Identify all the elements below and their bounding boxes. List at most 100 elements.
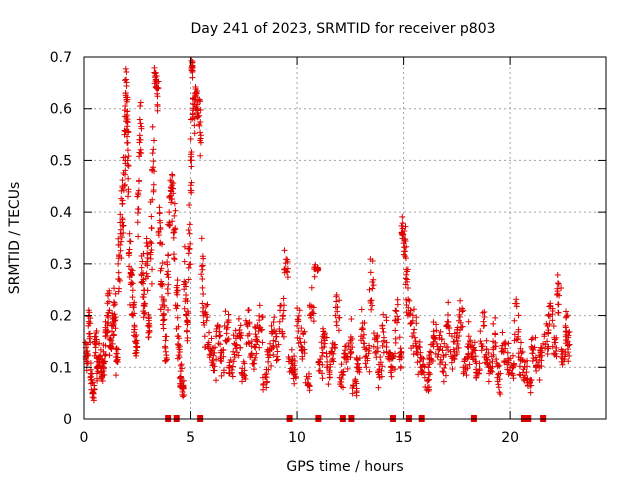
x-axis-label: GPS time / hours	[286, 459, 403, 475]
data-point-jitter	[295, 328, 302, 335]
data-point-jitter	[376, 374, 383, 381]
x-tick-label: 15	[395, 430, 413, 446]
data-point-jitter	[89, 394, 96, 401]
data-point-jitter	[181, 243, 188, 250]
data-point-jitter	[448, 359, 455, 366]
data-point-jitter	[549, 308, 556, 315]
data-point-jitter	[149, 150, 156, 157]
data-point-jitter	[338, 361, 345, 368]
data-point-jitter	[529, 335, 536, 342]
data-point-jitter	[464, 365, 471, 372]
data-point-jitter	[126, 230, 133, 237]
data-point-jitter	[300, 330, 307, 337]
data-point-jitter	[186, 245, 193, 252]
data-point-jitter	[265, 366, 272, 373]
data-point-jitter	[191, 130, 198, 137]
data-point-jitter	[151, 137, 158, 144]
data-point-jitter	[129, 287, 136, 294]
data-point-jitter	[546, 321, 553, 328]
data-point-jitter	[444, 318, 451, 325]
data-point-jitter	[509, 352, 516, 359]
data-point-jitter	[442, 372, 449, 379]
data-point-jitter	[369, 302, 376, 309]
data-point-jitter	[291, 368, 298, 375]
data-point-jitter	[538, 363, 545, 370]
data-point-jitter	[554, 280, 561, 287]
data-point-jitter	[270, 351, 277, 358]
data-point-jitter	[554, 272, 561, 279]
data-point-jitter	[394, 313, 401, 320]
data-point-jitter	[171, 212, 178, 219]
data-point-jitter	[120, 230, 127, 237]
data-point-jitter	[160, 296, 167, 303]
data-point-jitter	[358, 326, 365, 333]
data-point-jitter	[125, 162, 132, 169]
data-point-jitter	[353, 392, 360, 399]
data-point-jitter	[144, 273, 151, 280]
data-point-jitter	[544, 350, 551, 357]
data-point-jitter	[231, 354, 238, 361]
data-point-jitter	[118, 234, 125, 241]
data-point-jitter	[118, 238, 125, 245]
data-point-jitter	[109, 340, 116, 347]
data-point-jitter	[194, 101, 201, 108]
data-point-jitter	[404, 276, 411, 283]
data-point-jitter	[181, 305, 188, 312]
data-point-jitter	[253, 350, 260, 357]
data-point-jitter	[92, 349, 99, 356]
data-point-jitter	[299, 353, 306, 360]
data-point-jitter	[541, 331, 548, 338]
data-point-jitter	[229, 373, 236, 380]
data-point-jitter	[229, 363, 236, 370]
data-point-jitter	[388, 373, 395, 380]
data-point-jitter	[198, 263, 205, 270]
data-point-jitter	[411, 334, 418, 341]
data-point-jitter	[435, 351, 442, 358]
data-point-jitter	[157, 219, 164, 226]
data-point-jitter	[117, 211, 124, 218]
data-point-jitter	[122, 65, 129, 72]
data-point-jitter	[280, 307, 287, 314]
data-point-jitter	[430, 328, 437, 335]
data-point-jitter	[163, 333, 170, 340]
data-point-jitter	[456, 311, 463, 318]
data-point-jitter	[264, 378, 271, 385]
data-point-jitter	[440, 378, 447, 385]
data-point-jitter	[118, 254, 125, 261]
data-point-jitter	[323, 353, 330, 360]
y-tick-label: 0	[63, 412, 72, 428]
data-point-jitter	[173, 284, 180, 291]
data-point-jitter	[453, 334, 460, 341]
data-point-jitter	[495, 371, 502, 378]
data-point-jitter	[259, 314, 266, 321]
data-point-jitter	[518, 349, 525, 356]
data-point-jitter	[354, 360, 361, 367]
data-point-jitter	[347, 354, 354, 361]
data-point-jitter	[112, 372, 119, 379]
data-point-jitter	[209, 357, 216, 364]
data-point-jitter	[330, 358, 337, 365]
data-point-jitter	[158, 278, 165, 285]
data-point-jitter	[162, 337, 169, 344]
data-point-jitter	[319, 361, 326, 368]
data-point-jitter	[135, 233, 142, 240]
data-point-jitter	[486, 359, 493, 366]
data-point-jitter	[372, 349, 379, 356]
data-point-jitter	[113, 345, 120, 352]
data-point-jitter	[122, 90, 129, 97]
data-point-jitter	[129, 294, 136, 301]
data-point-jitter	[122, 167, 129, 174]
data-point-jitter	[138, 272, 145, 279]
data-point-jitter	[284, 274, 291, 281]
data-point-jitter	[128, 281, 135, 288]
data-point-jitter	[559, 361, 566, 368]
data-point-jitter	[233, 342, 240, 349]
data-point-jitter	[187, 240, 194, 247]
data-point-jitter	[311, 273, 318, 280]
data-point-jitter	[349, 390, 356, 397]
data-point-jitter	[257, 324, 264, 331]
data-point-jitter	[356, 355, 363, 362]
data-point-jitter	[411, 326, 418, 333]
data-point-jitter	[365, 342, 372, 349]
data-point-jitter	[216, 328, 223, 335]
